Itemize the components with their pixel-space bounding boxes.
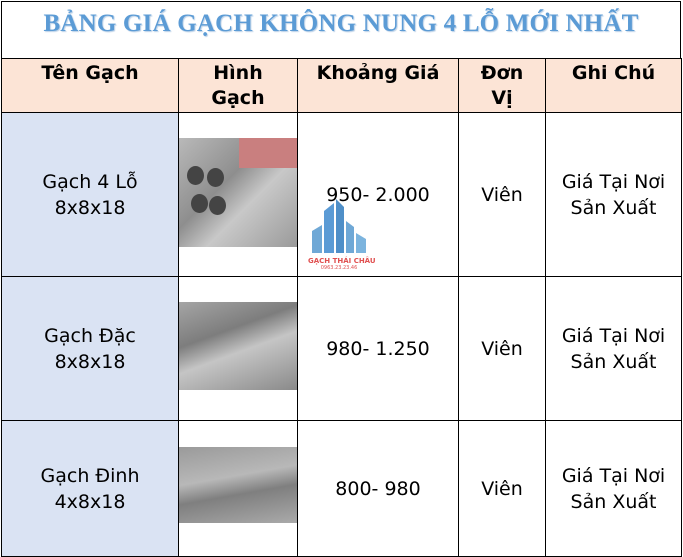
table-header: Tên Gạch Hình Gạch Khoảng Giá Đơn Vị Ghi… — [1, 58, 682, 113]
solid-brick-photo — [179, 302, 297, 390]
watermark-brand: GẠCH THÁI CHÂU — [308, 257, 376, 265]
header-price: Khoảng Giá — [297, 58, 459, 113]
header-unit: Đơn Vị — [458, 58, 546, 113]
price-cell: 980- 1.250 — [297, 276, 459, 421]
building-logo-icon — [312, 199, 366, 253]
table-row: Gạch 4 Lỗ 8x8x18 950- 2.000 Viên Giá Tại … — [1, 112, 682, 277]
note-line: Sản Xuất — [570, 490, 657, 513]
brick-name: Gạch Đặc 8x8x18 — [1, 276, 179, 421]
size-line: 8x8x18 — [54, 350, 126, 373]
note-cell: Giá Tại Nơi Sản Xuất — [545, 420, 682, 557]
brick-4-hole-photo — [179, 138, 297, 247]
nail-brick-photo — [179, 447, 297, 523]
name-line: Gạch Đặc — [44, 324, 136, 347]
unit-cell: Viên — [458, 112, 546, 277]
header-image: Hình Gạch — [178, 58, 298, 113]
price-cell: 800- 980 — [297, 420, 459, 557]
watermark-logo: GẠCH THÁI CHÂU 0963.23.23.46 — [308, 197, 376, 271]
table-row: Gạch Đinh 4x8x18 800- 980 Viên Giá Tại Nơ… — [1, 420, 682, 557]
size-line: 4x8x18 — [54, 490, 126, 513]
table-row: Gạch Đặc 8x8x18 980- 1.250 Viên Giá Tại N… — [1, 276, 682, 421]
size-line: 8x8x18 — [54, 196, 126, 219]
note-line: Giá Tại Nơi — [561, 324, 666, 347]
note-line: Giá Tại Nơi — [561, 464, 666, 487]
brick-image-cell — [178, 112, 298, 277]
note-line: Giá Tại Nơi — [561, 170, 666, 193]
brick-name: Gạch 4 Lỗ 8x8x18 — [1, 112, 179, 277]
header-note: Ghi Chú — [545, 58, 682, 113]
brick-image-cell — [178, 276, 298, 421]
note-cell: Giá Tại Nơi Sản Xuất — [545, 276, 682, 421]
note-line: Sản Xuất — [570, 196, 657, 219]
name-line: Gạch 4 Lỗ — [42, 170, 138, 193]
header-unit-label: Đơn Vị — [480, 62, 524, 109]
price-cell: 950- 2.000 — [297, 112, 459, 277]
unit-cell: Viên — [458, 420, 546, 557]
price-table: Tên Gạch Hình Gạch Khoảng Giá Đơn Vị Ghi… — [1, 58, 682, 557]
note-cell: Giá Tại Nơi Sản Xuất — [545, 112, 682, 277]
brick-name: Gạch Đinh 4x8x18 — [1, 420, 179, 557]
page-title: BẢNG GIÁ GẠCH KHÔNG NUNG 4 LỖ MỚI NHẤT — [1, 1, 681, 58]
note-line: Sản Xuất — [570, 350, 657, 373]
brick-image-cell — [178, 420, 298, 557]
header-name: Tên Gạch — [1, 58, 179, 113]
watermark-phone: 0963.23.23.46 — [320, 265, 358, 271]
name-line: Gạch Đinh — [40, 464, 140, 487]
header-image-label: Hình Gạch — [211, 62, 265, 109]
price: 950- 2.000 — [326, 183, 430, 206]
unit-cell: Viên — [458, 276, 546, 421]
